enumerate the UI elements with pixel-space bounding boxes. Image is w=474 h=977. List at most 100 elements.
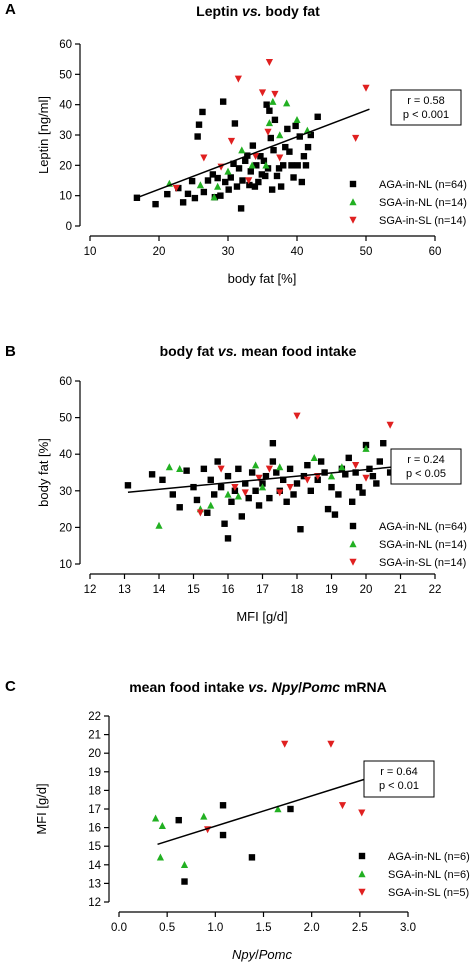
panel-label: B — [5, 343, 16, 360]
data-point — [214, 174, 221, 182]
data-point — [293, 116, 301, 124]
data-point — [225, 186, 232, 193]
y-tick-label: 60 — [59, 376, 72, 388]
data-point — [338, 802, 347, 810]
data-point — [276, 131, 284, 139]
data-point — [219, 831, 227, 839]
x-tick-label: 12 — [84, 584, 97, 596]
data-point — [230, 160, 237, 168]
data-point — [242, 157, 249, 164]
data-point — [253, 162, 260, 169]
y-tick-label: 18 — [88, 785, 101, 797]
data-point — [234, 75, 242, 83]
data-point — [277, 183, 285, 190]
legend-label: AGA-in-NL (n=64) — [379, 179, 467, 191]
data-point — [303, 476, 311, 484]
data-point — [238, 513, 245, 520]
data-point — [273, 469, 280, 476]
data-point — [293, 480, 301, 487]
x-tick-label: 10 — [84, 246, 97, 258]
legend-marker — [349, 216, 357, 224]
data-point — [317, 458, 325, 465]
data-point — [307, 131, 314, 139]
data-point — [133, 194, 141, 201]
data-point — [252, 153, 260, 161]
stats-box — [363, 760, 435, 798]
data-point — [237, 205, 245, 212]
data-point — [269, 440, 277, 447]
y-tick-label: 10 — [59, 559, 72, 571]
x-tick-label: 3.0 — [400, 922, 416, 934]
data-point — [224, 472, 232, 480]
data-point — [196, 181, 204, 189]
series-2 — [172, 59, 370, 192]
x-tick-label: 14 — [153, 584, 166, 596]
legend-label: AGA-in-NL (n=64) — [379, 521, 467, 533]
legend-label: SGA-in-SL (n=14) — [379, 557, 466, 569]
data-point — [265, 119, 273, 127]
data-point — [269, 97, 277, 105]
x-tick-label: 13 — [118, 584, 131, 596]
data-point — [327, 472, 336, 480]
y-tick-label: 50 — [59, 413, 72, 425]
data-point — [283, 99, 291, 107]
data-point — [214, 182, 222, 190]
data-point — [307, 487, 314, 494]
data-point — [275, 165, 283, 172]
data-point — [245, 177, 253, 185]
data-point — [359, 489, 366, 496]
stats-r: r = 0.58 — [407, 95, 445, 107]
data-point — [248, 469, 256, 476]
data-point — [352, 134, 360, 142]
data-point — [234, 492, 242, 500]
x-tick-label: 2.5 — [352, 922, 368, 934]
data-point — [219, 98, 227, 105]
series-0 — [124, 440, 401, 542]
data-point — [270, 146, 277, 154]
x-axis-label-part: Npy — [232, 947, 257, 962]
data-point — [239, 177, 246, 184]
data-point — [288, 162, 295, 169]
series-0 — [175, 802, 294, 885]
data-point — [155, 521, 163, 529]
data-point — [362, 444, 370, 452]
y-tick-label: 10 — [59, 191, 72, 203]
y-tick-label: 60 — [59, 39, 72, 51]
data-point — [263, 101, 270, 108]
y-tick-label: 16 — [88, 823, 101, 835]
data-point — [152, 200, 159, 208]
y-tick-label: 20 — [88, 748, 101, 760]
data-point — [200, 188, 208, 196]
x-tick-label: 22 — [429, 584, 442, 596]
y-tick-label: 21 — [88, 730, 101, 742]
y-tick-label: 20 — [59, 160, 72, 172]
y-tick-label: 30 — [59, 130, 72, 142]
data-point — [183, 467, 190, 474]
stats-p: p < 0.001 — [403, 109, 449, 121]
data-point — [184, 190, 192, 198]
chart-title-part: body fat — [262, 3, 321, 19]
data-point — [269, 458, 277, 465]
x-tick-label: 18 — [291, 584, 304, 596]
data-point — [175, 184, 182, 192]
data-point — [196, 509, 204, 517]
series-0 — [133, 98, 321, 212]
data-point — [314, 113, 321, 120]
data-point — [282, 143, 289, 151]
x-axis-label-part: Pomc — [259, 947, 293, 962]
data-point — [265, 59, 273, 66]
data-point — [260, 157, 268, 164]
stats-p: p < 0.01 — [379, 780, 419, 792]
data-point — [251, 183, 259, 190]
data-point — [268, 186, 276, 193]
x-tick-label: 20 — [360, 584, 373, 596]
series-1 — [155, 444, 370, 529]
data-point — [345, 454, 352, 462]
data-point — [271, 90, 279, 98]
data-point — [217, 192, 224, 199]
data-point — [331, 511, 339, 518]
data-point — [255, 474, 263, 482]
chart-title: mean food intake vs. Npy/Pomc mRNA — [129, 679, 387, 695]
